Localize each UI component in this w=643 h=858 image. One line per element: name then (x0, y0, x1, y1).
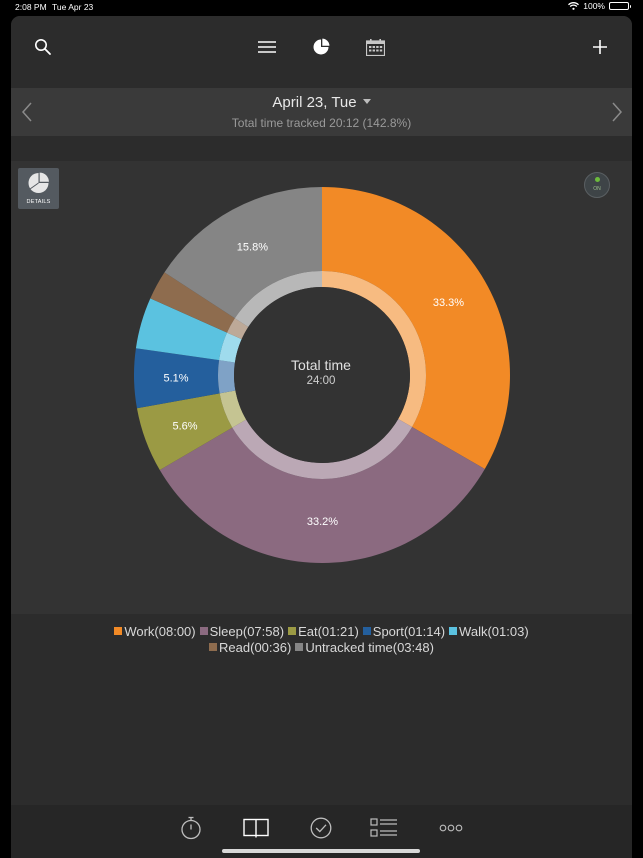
donut-slice-sleep[interactable] (159, 427, 485, 563)
legend-label: Read(00:36) (219, 639, 292, 655)
stopwatch-icon (181, 816, 201, 840)
plus-icon (593, 40, 607, 54)
tab-tasks[interactable] (307, 815, 335, 841)
donut-slice-label: 33.3% (433, 297, 464, 309)
total-time-tracked: Total time tracked 20:12 (142.8%) (231, 116, 412, 130)
donut-inner-ring-tint (218, 360, 236, 394)
donut-inner-ring-tint (227, 318, 249, 340)
legend-row: Work(08:00) Sleep(07:58) Eat(01:21) Sport(0… (11, 623, 632, 639)
donut-center-value: 24:00 (306, 375, 336, 387)
legend-label: Eat(01:21) (298, 623, 359, 639)
donut-inner-ring-untracked-time (234, 271, 322, 327)
legend-swatch (295, 643, 304, 651)
time-donut-chart: 33.3% 33.2% 5.6% 5.1% 15.8% (133, 187, 510, 563)
donut-inner-ring-walk (219, 332, 242, 363)
legend-swatch (199, 627, 208, 635)
donut-slice-read[interactable] (150, 272, 235, 333)
pie-chart-icon (313, 38, 330, 55)
donut-inner-ring-sport (218, 360, 236, 394)
list-icon (258, 41, 276, 53)
chart-panel: 33.3% 33.2% 5.6% 5.1% 15.8% Total time 24:00… (11, 161, 632, 614)
calendar-icon (365, 38, 385, 56)
legend-row: Read(00:36) Untracked time(03:48) (11, 639, 632, 655)
legend-item: Work(08:00) (114, 623, 196, 639)
search-button[interactable] (30, 34, 56, 60)
donut-inner-ring-read (227, 318, 249, 340)
tab-more[interactable] (437, 815, 465, 841)
search-icon (35, 39, 51, 55)
next-day-arrow-icon[interactable] (609, 100, 625, 124)
donut-slice-sport[interactable] (133, 348, 220, 409)
status-time: 2:08 PM (15, 2, 47, 12)
tab-journal[interactable] (242, 815, 270, 841)
donut-slice-untracked-time[interactable] (164, 187, 322, 319)
donut-inner-ring-eat (219, 390, 247, 428)
toolbar (11, 16, 632, 72)
home-indicator (222, 849, 420, 853)
legend-item: Untracked time(03:48) (295, 640, 434, 655)
chart-legend: Work(08:00) Sleep(07:58) Eat(01:21) Sport(0… (11, 623, 632, 655)
legend-swatch (114, 627, 123, 635)
details-button[interactable]: DETAILS (18, 168, 59, 209)
legend-label: Untracked time(03:48) (305, 639, 434, 655)
donut-slice-walk[interactable] (135, 298, 228, 361)
tracking-toggle[interactable]: ON (584, 172, 610, 198)
donut-inner-ring-tint (219, 332, 242, 363)
donut-center-title: Total time (291, 357, 351, 373)
donut-inner-ring-work (322, 271, 426, 427)
battery-percent: 100% (583, 1, 605, 11)
date-title: April 23, Tue (272, 94, 357, 111)
donut-slice-label: 5.6% (173, 421, 198, 433)
status-date: Tue Apr 23 (52, 2, 94, 12)
caret-down-icon (362, 99, 371, 104)
legend-item: Read(00:36) (209, 640, 291, 655)
battery-icon (609, 2, 631, 10)
donut-slice-label: 33.2% (307, 516, 338, 528)
book-icon (243, 818, 269, 838)
donut-inner-ring-tint (322, 271, 426, 427)
donut-inner-ring-sleep (232, 419, 413, 480)
legend-swatch (449, 627, 458, 635)
donut-slice-label: 5.1% (163, 373, 188, 385)
checklist-icon (370, 818, 397, 837)
status-dot-icon (595, 177, 600, 182)
checkmark-icon (310, 817, 332, 839)
donut-slice-work[interactable] (322, 187, 510, 469)
chart-view-button[interactable] (308, 34, 334, 60)
donut-slice-eat[interactable] (136, 393, 233, 471)
app-window: April 23, Tue Total time tracked 20:12 (… (11, 16, 632, 858)
tab-timer[interactable] (177, 815, 205, 841)
donut-inner-ring-tint (234, 271, 322, 327)
more-icon (439, 824, 463, 832)
legend-label: Work(08:00) (124, 623, 196, 639)
legend-item: Eat(01:21) (288, 624, 359, 639)
legend-label: Sleep(07:58) (209, 623, 285, 639)
legend-swatch (362, 627, 371, 635)
legend-swatch (209, 643, 218, 651)
previous-day-arrow-icon[interactable] (19, 100, 35, 124)
list-view-button[interactable] (254, 34, 280, 60)
wifi-icon (568, 2, 580, 10)
legend-item: Walk(01:03) (449, 624, 529, 639)
date-selector[interactable]: April 23, Tue (11, 94, 632, 111)
details-label: DETAILS (26, 199, 51, 205)
legend-swatch (288, 627, 297, 635)
status-bar: 2:08 PM Tue Apr 23 100% (0, 0, 643, 14)
donut-center-hole (234, 287, 410, 463)
legend-item: Sleep(07:58) (199, 623, 285, 639)
legend-label: Walk(01:03) (459, 623, 529, 639)
toggle-label: ON (593, 186, 601, 192)
donut-inner-ring-tint (219, 390, 247, 428)
tab-list[interactable] (370, 815, 398, 841)
calendar-view-button[interactable] (362, 34, 388, 60)
donut-inner-ring-tint (232, 419, 413, 480)
date-header: April 23, Tue Total time tracked 20:12 (… (11, 88, 632, 136)
legend-item: Sport(01:14) (362, 623, 446, 639)
legend-label: Sport(01:14) (372, 623, 446, 639)
donut-slice-label: 15.8% (237, 242, 268, 254)
add-button[interactable] (587, 34, 613, 60)
pie-chart-icon (28, 172, 49, 193)
